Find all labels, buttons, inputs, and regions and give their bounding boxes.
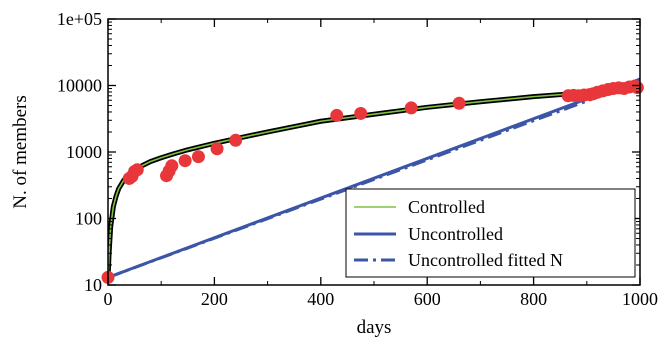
data-point: [210, 142, 224, 156]
x-tick-label: 200: [201, 289, 228, 309]
data-point: [178, 154, 192, 168]
x-tick-label: 1000: [622, 289, 658, 309]
plot-points: [101, 79, 644, 284]
data-point: [330, 108, 344, 122]
series-line: [108, 80, 640, 279]
y-tick-label: 10000: [57, 76, 102, 96]
legend-label-uncontrolled-fitted: Uncontrolled fitted N: [408, 250, 563, 270]
y-tick-label: 1000: [66, 142, 102, 162]
series-line: [108, 86, 640, 280]
x-tick-label: 600: [414, 289, 441, 309]
data-point: [452, 96, 466, 110]
plot-curves: [108, 77, 640, 280]
legend-label-controlled: Controlled: [408, 197, 485, 217]
x-axis-label: days: [357, 317, 392, 337]
legend: Controlled Uncontrolled Uncontrolled fit…: [345, 188, 636, 278]
x-tick-label: 0: [104, 289, 113, 309]
legend-label-uncontrolled: Uncontrolled: [408, 224, 503, 244]
axis-tick-labels: 0 200 400 600 800 1000 10 100 1000 10000 1e+05: [57, 9, 658, 309]
data-point: [165, 159, 179, 173]
y-axis-label: N. of members: [10, 95, 31, 208]
axis-ticks: [107, 18, 641, 286]
y-tick-label: 1e+05: [57, 9, 102, 29]
data-point: [404, 101, 418, 115]
x-tick-label: 400: [307, 289, 334, 309]
y-tick-label: 100: [75, 209, 102, 229]
x-tick-label: 800: [520, 289, 547, 309]
data-point: [191, 150, 205, 164]
y-tick-label: 10: [84, 275, 102, 295]
data-point: [354, 106, 368, 120]
data-point: [130, 163, 144, 177]
data-point: [229, 133, 243, 147]
